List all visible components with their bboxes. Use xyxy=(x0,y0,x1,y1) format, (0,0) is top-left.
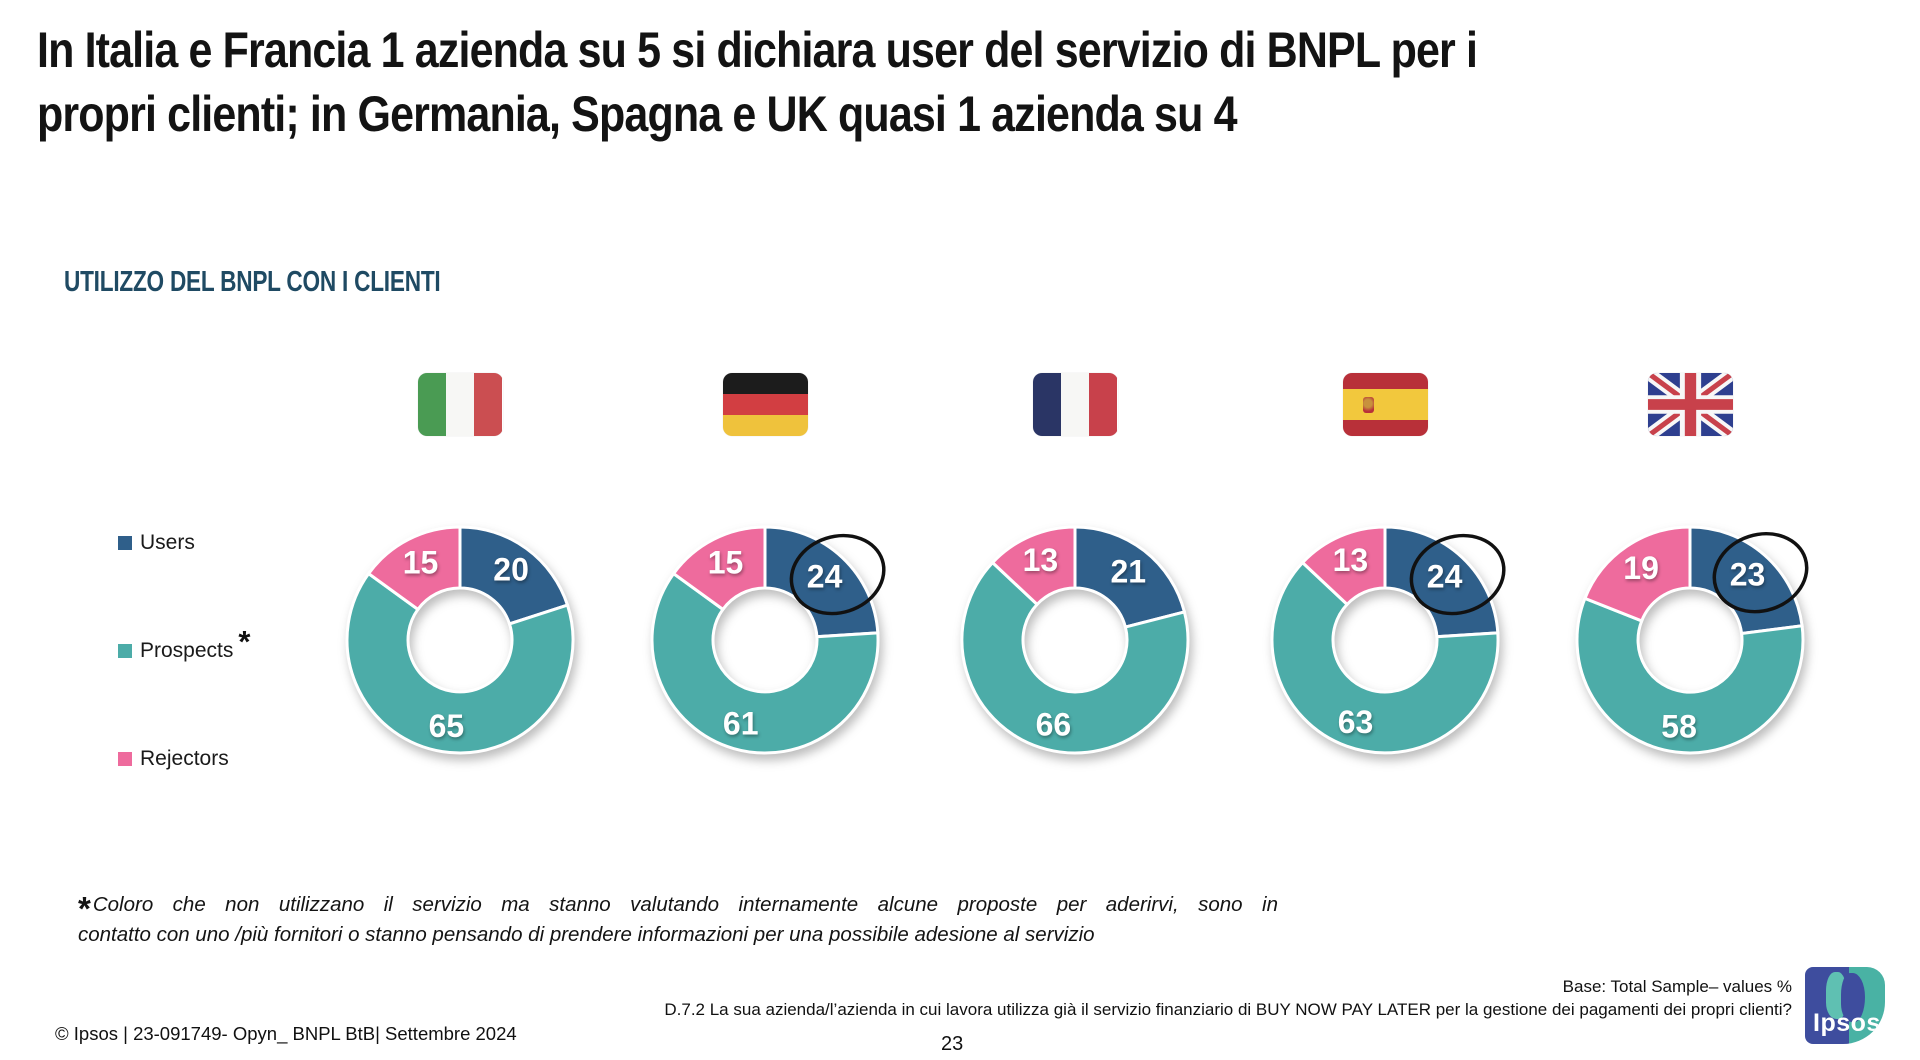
de-users-value: 24 xyxy=(807,559,843,595)
country-uk: 23 58 19 xyxy=(1540,373,1840,770)
legend: Users Prospects * Rejectors xyxy=(118,528,250,852)
es-rejectors-slice xyxy=(1300,525,1387,607)
fr-prospects-slice xyxy=(960,560,1190,755)
spain-emblem-icon xyxy=(1362,397,1374,413)
legend-item-rejectors: Rejectors xyxy=(118,744,250,774)
fr-users-value: 21 xyxy=(1111,553,1147,589)
slide-title: In Italia e Francia 1 azienda su 5 si di… xyxy=(37,18,1920,146)
fr-rejectors-value: 13 xyxy=(1023,542,1059,578)
es-prospects-value: 63 xyxy=(1338,704,1374,740)
legend-item-prospects: Prospects * xyxy=(118,624,250,666)
it-prospects-value: 65 xyxy=(429,708,465,744)
prospects-swatch-icon xyxy=(118,644,132,658)
footer-base-note: Base: Total Sample– values % xyxy=(1562,977,1792,996)
footnote-line-1: *Coloro che non utilizzano il servizio m… xyxy=(78,890,1278,927)
uk-users-highlight-circle xyxy=(1712,532,1809,614)
legend-label-rejectors: Rejectors xyxy=(140,747,229,770)
charts-row: 20 65 15 24 61 15 21 66 13 24 63 13 23 58 19 xyxy=(0,373,1920,793)
it-prospects-slice xyxy=(345,571,575,755)
it-rejectors-slice xyxy=(366,525,462,612)
legend-label-prospects: Prospects xyxy=(140,639,234,662)
users-swatch-icon xyxy=(118,536,132,550)
footnote: *Coloro che non utilizzano il servizio m… xyxy=(78,890,1278,950)
union-jack-icon xyxy=(1647,373,1733,436)
page-number: 23 xyxy=(941,1033,964,1055)
flag-de-icon xyxy=(722,373,808,436)
uk-rejectors-value: 19 xyxy=(1623,550,1659,586)
flag-uk-icon xyxy=(1647,373,1733,436)
uk-rejectors-slice xyxy=(1582,525,1692,623)
it-users-slice xyxy=(458,525,570,626)
donut-chart-it: 20 65 15 xyxy=(345,525,575,755)
fr-prospects-value: 66 xyxy=(1036,706,1072,742)
flag-es-icon xyxy=(1342,373,1428,436)
donut-chart-es: 24 63 13 xyxy=(1270,525,1506,755)
legend-item-users: Users xyxy=(118,528,250,558)
fr-users-slice xyxy=(1073,525,1187,629)
uk-users-value: 23 xyxy=(1730,557,1766,593)
country-es: 24 63 13 xyxy=(1235,373,1535,770)
donut-chart-de: 24 61 15 xyxy=(650,525,886,755)
rejectors-swatch-icon xyxy=(118,752,132,766)
es-prospects-slice xyxy=(1270,560,1500,755)
footer-question: D.7.2 La sua azienda/l’azienda in cui la… xyxy=(664,1000,1792,1019)
footnote-asterisk: * xyxy=(78,890,91,927)
es-users-highlight-circle xyxy=(1409,533,1506,616)
de-rejectors-value: 15 xyxy=(708,545,744,581)
flag-it-icon xyxy=(417,373,503,436)
legend-label-users: Users xyxy=(140,531,195,554)
title-line-1: In Italia e Francia 1 azienda su 5 si di… xyxy=(37,22,1478,78)
prospects-asterisk: * xyxy=(238,624,251,659)
es-users-value: 24 xyxy=(1427,559,1463,595)
donut-chart-uk: 23 58 19 xyxy=(1575,525,1809,755)
uk-prospects-value: 58 xyxy=(1661,708,1697,744)
country-fr: 21 66 13 xyxy=(925,373,1225,770)
fr-rejectors-slice xyxy=(990,525,1077,607)
flag-fr-icon xyxy=(1032,373,1118,436)
country-it: 20 65 15 xyxy=(310,373,610,770)
ipsos-logo-text: Ipsos xyxy=(1813,1009,1881,1037)
footer-copyright: © Ipsos | 23-091749- Opyn_ BNPL BtB| Set… xyxy=(55,1023,517,1044)
it-users-value: 20 xyxy=(493,552,529,588)
es-rejectors-value: 13 xyxy=(1333,542,1369,578)
country-de: 24 61 15 xyxy=(615,373,915,770)
ipsos-face-shadow-icon xyxy=(1841,973,1865,1023)
uk-prospects-slice xyxy=(1575,596,1805,755)
de-rejectors-slice xyxy=(671,525,767,612)
section-heading: UTILIZZO DEL BNPL CON I CLIENTI xyxy=(64,266,441,298)
title-line-2: propri clienti; in Germania, Spagna e UK… xyxy=(37,86,1238,142)
donut-chart-fr: 21 66 13 xyxy=(960,525,1190,755)
de-prospects-value: 61 xyxy=(723,706,759,742)
de-users-highlight-circle xyxy=(789,533,886,616)
it-rejectors-value: 15 xyxy=(403,545,439,581)
ipsos-logo: Ipsos xyxy=(1805,967,1885,1044)
footnote-line-2: contatto con uno /più fornitori o stanno… xyxy=(78,923,1095,946)
de-prospects-slice xyxy=(650,571,880,755)
